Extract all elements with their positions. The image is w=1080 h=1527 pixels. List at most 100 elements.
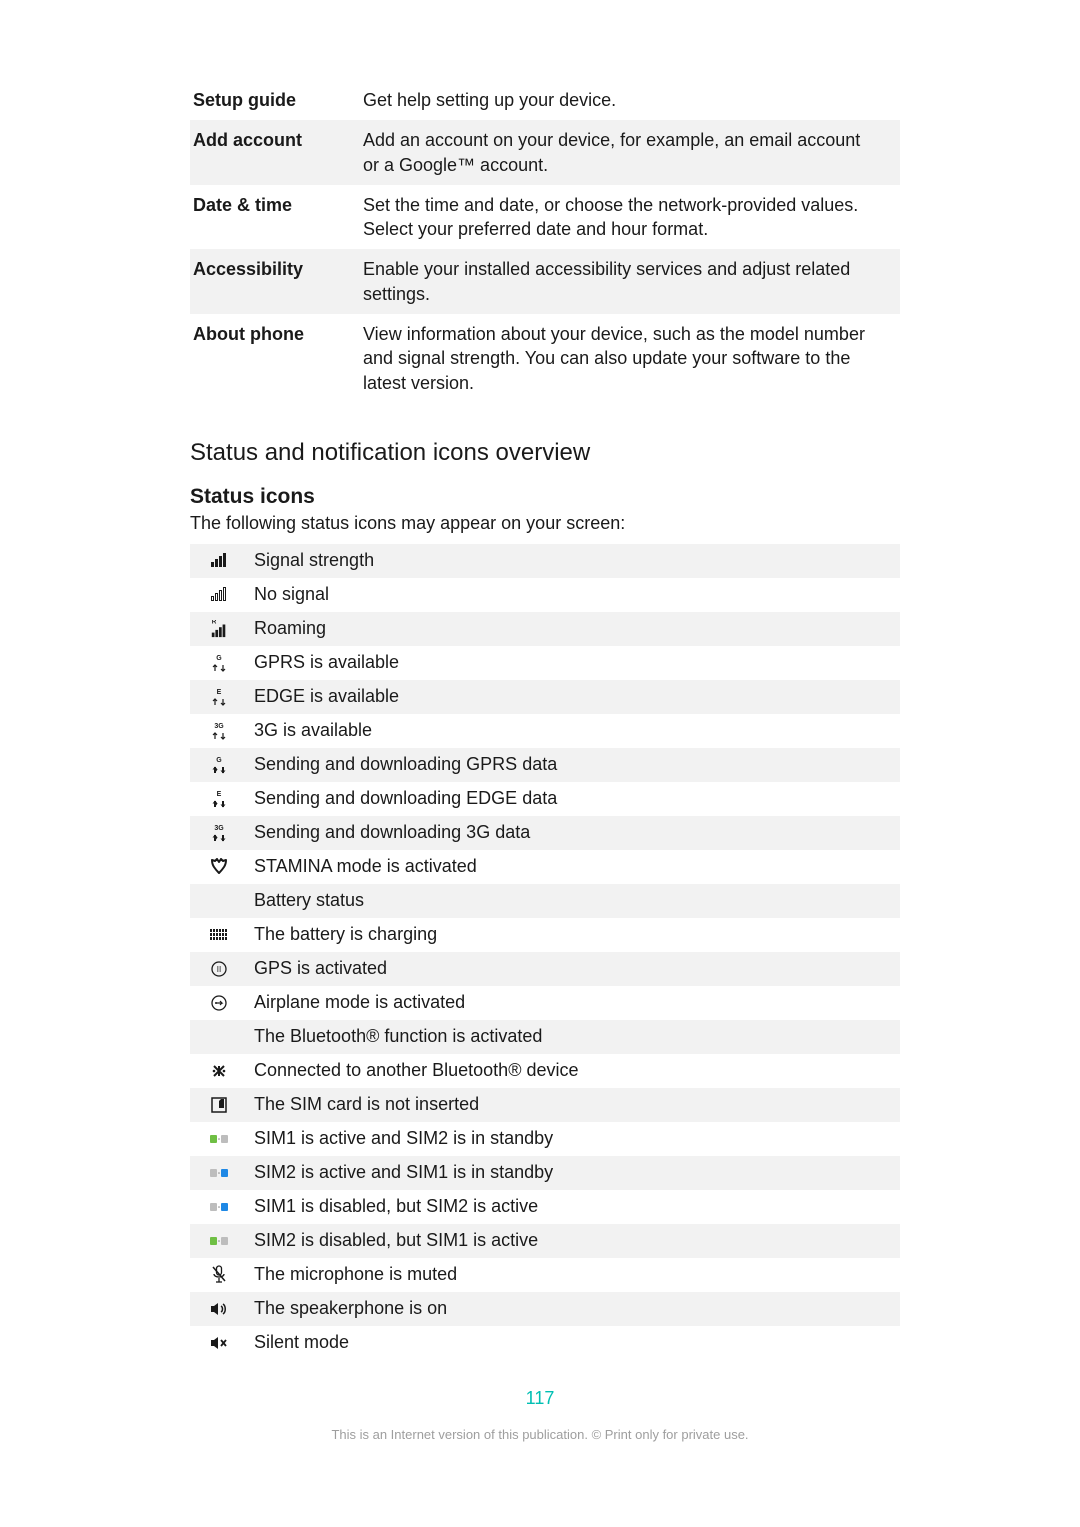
status-row-label: SIM1 is active and SIM2 is in standby (248, 1122, 900, 1156)
status-row-label: EDGE is available (248, 680, 900, 714)
svg-text:E: E (217, 791, 222, 798)
settings-row-label: Setup guide (190, 80, 363, 120)
airplane-icon (190, 986, 248, 1020)
edge-avail-icon: E (190, 680, 248, 714)
status-row-label: GPRS is available (248, 646, 900, 680)
status-row-label: Sending and downloading GPRS data (248, 748, 900, 782)
status-row-label: Signal strength (248, 544, 900, 578)
svg-text:G: G (216, 655, 222, 662)
empty-icon (190, 1020, 248, 1054)
sim1-active-icon (190, 1122, 248, 1156)
roaming-icon: R (190, 612, 248, 646)
gps-icon: II (190, 952, 248, 986)
settings-row-label: Date & time (190, 185, 363, 250)
status-row: The SIM card is not inserted (190, 1088, 900, 1122)
status-row-label: Sending and downloading 3G data (248, 816, 900, 850)
signal-strength-icon (190, 544, 248, 578)
speaker-on-icon (190, 1292, 248, 1326)
settings-row: Setup guide Get help setting up your dev… (190, 80, 900, 120)
status-row-label: GPS is activated (248, 952, 900, 986)
status-row: G Sending and downloading GPRS data (190, 748, 900, 782)
edge-data-icon: E (190, 782, 248, 816)
battery-charging-icon (190, 918, 248, 952)
settings-row-label: Accessibility (190, 249, 363, 314)
gprs-avail-icon: G (190, 646, 248, 680)
status-row-label: Sending and downloading EDGE data (248, 782, 900, 816)
status-row-label: Battery status (248, 884, 900, 918)
svg-text:3G: 3G (214, 825, 224, 832)
settings-row-desc: Add an account on your device, for examp… (363, 120, 900, 185)
settings-row-label: About phone (190, 314, 363, 403)
sim-missing-icon (190, 1088, 248, 1122)
settings-row-label: Add account (190, 120, 363, 185)
settings-row: About phone View information about your … (190, 314, 900, 403)
no-signal-icon (190, 578, 248, 612)
status-row-label: Airplane mode is activated (248, 986, 900, 1020)
status-row: Connected to another Bluetooth® device (190, 1054, 900, 1088)
status-row: 3G Sending and downloading 3G data (190, 816, 900, 850)
status-row-label: 3G is available (248, 714, 900, 748)
status-row: SIM1 is active and SIM2 is in standby (190, 1122, 900, 1156)
svg-text:R: R (212, 620, 217, 626)
svg-text:G: G (216, 757, 222, 764)
settings-row: Add account Add an account on your devic… (190, 120, 900, 185)
status-row-label: The SIM card is not inserted (248, 1088, 900, 1122)
svg-text:E: E (217, 689, 222, 696)
settings-row-desc: Set the time and date, or choose the net… (363, 185, 900, 250)
status-row: SIM2 is active and SIM1 is in standby (190, 1156, 900, 1190)
status-row: SIM1 is disabled, but SIM2 is active (190, 1190, 900, 1224)
stamina-icon (190, 850, 248, 884)
footer-text: This is an Internet version of this publ… (0, 1427, 1080, 1442)
status-row: G GPRS is available (190, 646, 900, 680)
status-row-label: Silent mode (248, 1326, 900, 1360)
status-icons-table: Signal strength No signal R Roaming G GP… (190, 544, 900, 1360)
status-row: The microphone is muted (190, 1258, 900, 1292)
status-row: 3G 3G is available (190, 714, 900, 748)
status-row: E EDGE is available (190, 680, 900, 714)
status-row-label: SIM2 is active and SIM1 is in standby (248, 1156, 900, 1190)
status-row-label: The speakerphone is on (248, 1292, 900, 1326)
section-heading: Status and notification icons overview (190, 439, 900, 467)
3g-avail-icon: 3G (190, 714, 248, 748)
status-row-label: Roaming (248, 612, 900, 646)
settings-row-desc: Enable your installed accessibility serv… (363, 249, 900, 314)
status-row-label: No signal (248, 578, 900, 612)
status-row-label: The microphone is muted (248, 1258, 900, 1292)
svg-text:3G: 3G (214, 723, 224, 730)
status-row: Battery status (190, 884, 900, 918)
sim2-active-icon (190, 1156, 248, 1190)
bt-connected-icon (190, 1054, 248, 1088)
settings-row: Date & time Set the time and date, or ch… (190, 185, 900, 250)
status-row: STAMINA mode is activated (190, 850, 900, 884)
status-row: Silent mode (190, 1326, 900, 1360)
status-intro: The following status icons may appear on… (190, 513, 900, 534)
status-row: The speakerphone is on (190, 1292, 900, 1326)
empty-icon (190, 884, 248, 918)
status-row: SIM2 is disabled, but SIM1 is active (190, 1224, 900, 1258)
status-row: Signal strength (190, 544, 900, 578)
settings-row-desc: View information about your device, such… (363, 314, 900, 403)
status-row: The Bluetooth® function is activated (190, 1020, 900, 1054)
gprs-data-icon: G (190, 748, 248, 782)
status-row-label: SIM1 is disabled, but SIM2 is active (248, 1190, 900, 1224)
svg-text:II: II (217, 965, 221, 974)
mic-muted-icon (190, 1258, 248, 1292)
sim2-disabled-icon (190, 1224, 248, 1258)
silent-icon (190, 1326, 248, 1360)
status-heading: Status icons (190, 485, 900, 509)
page-number: 117 (0, 1388, 1080, 1409)
status-row-label: The Bluetooth® function is activated (248, 1020, 900, 1054)
status-row: R Roaming (190, 612, 900, 646)
3g-data-icon: 3G (190, 816, 248, 850)
status-row: E Sending and downloading EDGE data (190, 782, 900, 816)
sim1-disabled-icon (190, 1190, 248, 1224)
status-row-label: The battery is charging (248, 918, 900, 952)
status-row: II GPS is activated (190, 952, 900, 986)
status-row-label: SIM2 is disabled, but SIM1 is active (248, 1224, 900, 1258)
status-row-label: STAMINA mode is activated (248, 850, 900, 884)
status-row: The battery is charging (190, 918, 900, 952)
status-row-label: Connected to another Bluetooth® device (248, 1054, 900, 1088)
status-row: No signal (190, 578, 900, 612)
settings-row: Accessibility Enable your installed acce… (190, 249, 900, 314)
settings-row-desc: Get help setting up your device. (363, 80, 900, 120)
